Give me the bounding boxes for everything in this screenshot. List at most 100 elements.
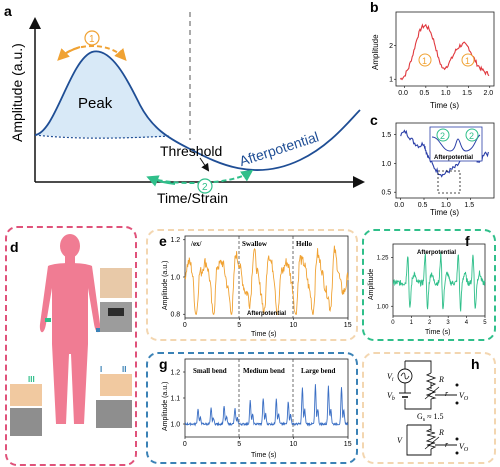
panel-d: [5, 226, 137, 466]
panel-c-inset-label: Afterpotential: [434, 155, 473, 161]
panel-e-segment-hello: Hello: [296, 240, 312, 248]
circuit-r-big-bottom: R: [438, 428, 444, 437]
circuit-r-small-top: r: [445, 389, 449, 398]
panel-b-xlabel: Time (s): [430, 101, 459, 110]
x-tick-label: 5: [237, 322, 241, 329]
panel-a-peak-fill: [35, 51, 170, 138]
panel-a-curve: [34, 50, 361, 171]
panel-e-chart: e 0 5 10 15 0.8 1.0 1.2 /ex/ Swallow Hello Aft…: [159, 233, 352, 338]
photo-elbow: [10, 384, 42, 406]
panel-a-peak-label: Peak: [78, 95, 113, 112]
panel-b-letter: b: [370, 0, 379, 15]
x-tick-label: 1: [410, 320, 414, 326]
panel-c-marker-2b-circle: [465, 128, 479, 142]
sensor-patch-arm: [45, 318, 51, 322]
panel-a-xlabel: Time/Strain: [157, 190, 228, 206]
panel-e-annotation: Afterpotential: [247, 311, 286, 317]
panel-g-letter: g: [159, 356, 168, 372]
x-tick-label: 15: [344, 322, 352, 329]
x-tick-label: 1.0: [441, 90, 451, 97]
panel-h-letter: h: [471, 356, 480, 372]
panel-c-zoom-box: [437, 170, 461, 194]
panel-b-marker-1a-circle: [418, 53, 432, 67]
panel-b-frame: [395, 11, 495, 87]
circuit-r-big-top: R: [438, 375, 444, 384]
x-tick-label: 0.5: [420, 90, 430, 97]
sensor-patch-hand: [96, 328, 101, 332]
y-tick-label: 1.1: [170, 395, 180, 402]
panel-g-segment-large: Large bend: [301, 367, 336, 375]
panel-a-baseline-dotted: [34, 134, 171, 139]
panel-g-series-line: [184, 384, 349, 427]
x-tick-label: 10: [289, 441, 297, 448]
panel-g: [146, 352, 358, 464]
panel-d-letter: d: [10, 239, 19, 255]
ac-source-icon: [397, 368, 413, 384]
x-tick-label: 2: [428, 320, 432, 326]
panel-b: b 0.0 0.5 1.0 1.5 2.0 1 2 Amplitude Time (s) 1…: [370, 0, 495, 110]
circuit-vo-bottom: VO: [459, 442, 469, 453]
circuit-gain: Gs ≈ 1.5: [417, 412, 444, 423]
human-body-figure: [39, 234, 101, 424]
panel-h: [362, 352, 496, 464]
x-tick-label: 1.0: [441, 202, 451, 209]
x-tick-label: 2.0: [483, 90, 493, 97]
resistor-big-bottom: [425, 428, 437, 440]
x-tick-label: 0.5: [418, 202, 428, 209]
panel-c: c 0.0 0.5 1.0 1.50.51.01.5 2 2 Afterpotenti…: [370, 113, 495, 217]
panel-c-xlabel: Time (s): [430, 208, 459, 217]
resistor-var-bottom-arrow: [424, 436, 440, 450]
photo-elbow-sensor: [10, 408, 42, 436]
resistor-var-arrow: [424, 386, 440, 400]
x-tick-label: 0.0: [394, 202, 404, 209]
x-tick-label: 15: [344, 441, 352, 448]
panel-a-letter: a: [4, 3, 12, 19]
panel-f-xlabel: Time (s): [425, 329, 450, 336]
panel-h-circuit: h Vi Vb R r VO Gs ≈ 1.5 V R r VO: [387, 356, 480, 456]
circuit-vo-top: VO: [459, 391, 469, 402]
circuit-vi: Vi: [387, 372, 394, 383]
circuit-top-wires: [404, 360, 457, 410]
panel-d-label-i: I: [100, 365, 102, 374]
panel-g-ylabel: Amplitude (a.u.): [162, 382, 169, 431]
y-tick-label: 1.00: [377, 304, 389, 310]
panel-a-orange-arc-back: [57, 46, 81, 61]
panel-f-frame: [392, 243, 486, 317]
panel-a-marker-1: 1: [89, 34, 95, 45]
panel-g-segment-small: Small bend: [193, 367, 227, 375]
y-tick-label: 0.5: [381, 190, 391, 197]
panel-c-marker-2b: 2: [469, 131, 474, 141]
panel-d-figure: d I II III: [10, 234, 132, 436]
panel-f: [362, 229, 496, 341]
y-tick-label: 1.0: [170, 274, 180, 281]
panel-e-ylabel: Amplitude (a.u.): [162, 261, 169, 310]
photo-wrist-sensor: [108, 308, 124, 316]
panel-e: [146, 229, 358, 341]
y-tick-label: 1.25: [377, 256, 389, 262]
panel-f-annotation: Afterpotential: [417, 250, 456, 256]
panel-b-series-line: [399, 23, 490, 81]
panel-c-marker-2a-circle: [436, 128, 450, 142]
x-tick-label: 10: [289, 322, 297, 329]
photo-wrist-top: [100, 302, 132, 332]
x-tick-label: 1.5: [462, 90, 472, 97]
x-tick-label: 5: [483, 320, 487, 326]
panel-g-chart: g 0 5 10 15 1.0 1.1 1.2 Small bend Medium bend…: [159, 356, 352, 459]
circuit-bottom-wires: [406, 424, 457, 456]
panel-f-series-line: [392, 251, 486, 312]
panel-b-ylabel: Amplitude: [371, 34, 380, 70]
ac-source-wave: [400, 372, 410, 380]
panel-d-label-ii: II: [122, 365, 126, 374]
terminal-bottom-2: [455, 451, 459, 455]
circuit-v-bottom: V: [397, 436, 403, 445]
y-tick-label: 1.0: [170, 421, 180, 428]
panel-e-segment-ex: /ex/: [190, 240, 203, 248]
panel-e-letter: e: [159, 233, 167, 249]
terminal-top-1: [455, 383, 459, 387]
y-tick-label: 1.5: [381, 132, 391, 139]
panel-a-threshold-arrow: [199, 157, 210, 172]
panel-a-orange-arc: [59, 45, 127, 62]
panel-c-inset-curve: [431, 134, 481, 152]
circuit-r-small-bottom: r: [445, 440, 449, 449]
